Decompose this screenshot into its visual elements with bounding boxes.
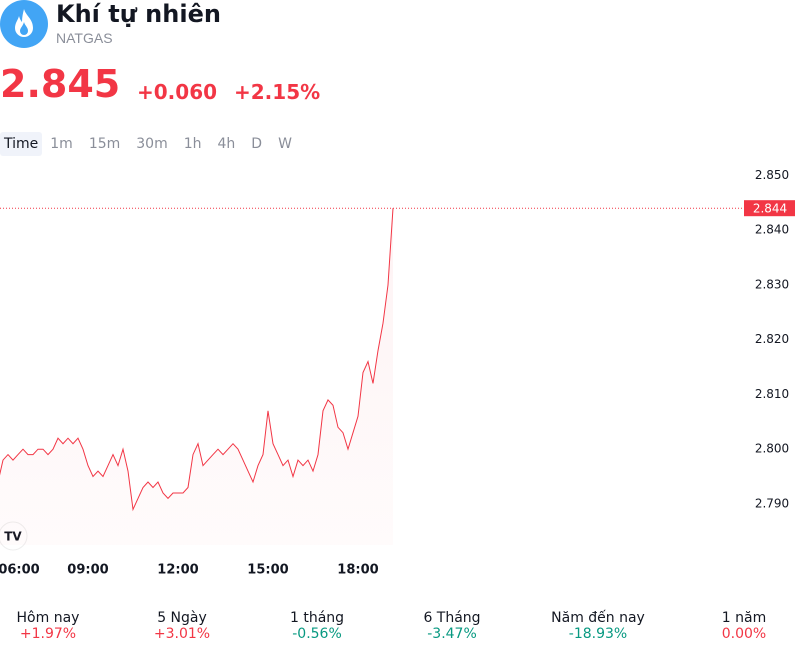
performance-label: 1 năm [721, 610, 767, 626]
performance-label: 6 Tháng [423, 610, 481, 626]
performance-cell: 5 Ngày +3.01% [112, 610, 252, 642]
chart: TV 2.7902.8002.8102.8202.8302.8402.85006… [0, 168, 795, 578]
x-tick-label: 15:00 [247, 563, 288, 578]
performance-value: -18.93% [568, 626, 628, 642]
y-tick-label: 2.810 [755, 387, 789, 401]
price-label: 2.844 [753, 202, 787, 216]
performance-label: Năm đến nay [551, 610, 645, 626]
y-tick-label: 2.800 [755, 442, 789, 456]
y-tick-label: 2.830 [755, 277, 789, 291]
performance-cell: 6 Tháng -3.47% [382, 610, 522, 642]
y-tick-label: 2.790 [755, 496, 789, 510]
performance-label: 1 tháng [289, 610, 345, 626]
timeframe-tab[interactable]: 1m [50, 136, 73, 152]
symbol: NATGAS [56, 30, 113, 46]
x-tick-label: 09:00 [67, 563, 108, 578]
timeframe-tabs: Time 1m 15m 30m 1h 4h D W [0, 132, 300, 156]
line [0, 208, 394, 512]
performance-value: -0.56% [292, 626, 342, 642]
price: 2.845 [0, 62, 121, 106]
price-label-box [744, 200, 795, 217]
performance-cell: 1 năm 0.00% [674, 610, 800, 642]
timeframe-tab[interactable]: D [251, 136, 263, 152]
performance-row: Hôm nay +1.97% 5 Ngày +3.01% 1 tháng -0.56% 6 … [0, 610, 800, 650]
area [0, 208, 393, 545]
performance-cell: Hôm nay +1.97% [0, 610, 118, 642]
y-tick-label: 2.840 [755, 223, 789, 237]
change-percent: +2.15% [234, 80, 321, 104]
symbol-icon [0, 0, 48, 48]
change: +0.060 [137, 80, 218, 104]
timeframe-tab[interactable]: 1h [183, 136, 202, 152]
x-tick-label: 18:00 [337, 563, 378, 578]
timeframe-tab[interactable]: 30m [136, 136, 168, 152]
x-tick-label: 12:00 [157, 563, 198, 578]
timeframe-tab[interactable]: W [278, 136, 292, 152]
performance-value: +1.97% [19, 626, 77, 642]
x-tick-label: 06:00 [0, 563, 40, 578]
timeframe-tab[interactable]: 15m [88, 136, 121, 152]
y-tick-label: 2.820 [755, 332, 789, 346]
y-tick-label: 2.850 [755, 168, 789, 182]
performance-value: -3.47% [427, 626, 477, 642]
performance-value: +3.01% [153, 626, 211, 642]
timeframe-tab[interactable]: Time [0, 132, 43, 156]
performance-value: 0.00% [721, 626, 767, 642]
performance-cell: Năm đến nay -18.93% [528, 610, 668, 642]
performance-cell: 1 tháng -0.56% [247, 610, 387, 642]
performance-label: 5 Ngày [157, 610, 207, 626]
title: Khí tự nhiên [56, 0, 221, 28]
performance-label: Hôm nay [16, 610, 80, 626]
timeframe-tab[interactable]: 4h [217, 136, 236, 152]
